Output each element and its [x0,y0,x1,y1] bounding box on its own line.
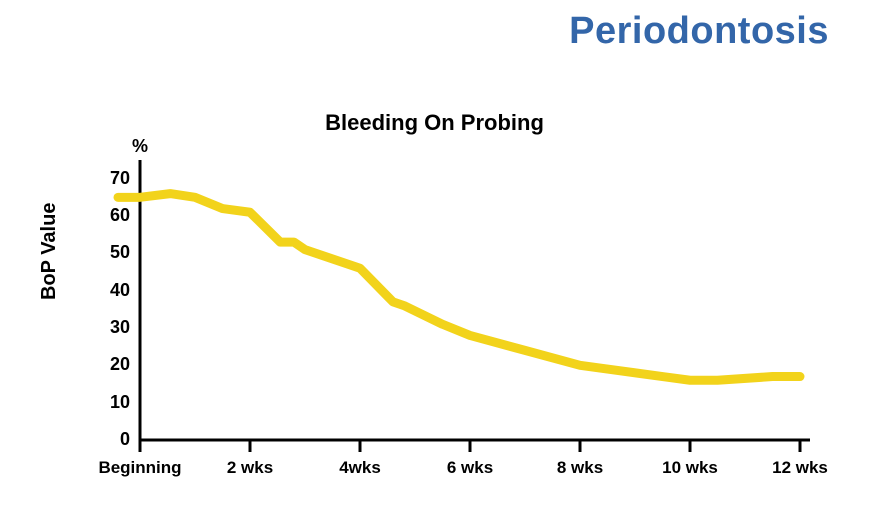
x-tick-label: 10 wks [662,458,718,478]
chart-title: Bleeding On Probing [0,110,869,136]
y-tick-label: 60 [96,205,130,226]
y-tick-label: 0 [96,429,130,450]
page-title: Periodontosis [569,10,829,53]
chart-area: %010203040506070Beginning2 wks4wks6 wks8… [80,140,820,500]
x-tick-label: 8 wks [557,458,603,478]
unit-label: % [132,136,148,157]
y-tick-label: 20 [96,354,130,375]
data-line [118,194,800,381]
y-tick-label: 70 [96,168,130,189]
y-tick-label: 50 [96,242,130,263]
chart-svg [80,140,820,500]
x-tick-label: Beginning [98,458,181,478]
y-tick-label: 40 [96,280,130,301]
x-tick-label: 4wks [339,458,381,478]
x-tick-label: 6 wks [447,458,493,478]
y-tick-label: 30 [96,317,130,338]
x-tick-label: 12 wks [772,458,828,478]
y-axis-label: BoP Value [38,203,61,300]
x-tick-label: 2 wks [227,458,273,478]
y-tick-label: 10 [96,392,130,413]
